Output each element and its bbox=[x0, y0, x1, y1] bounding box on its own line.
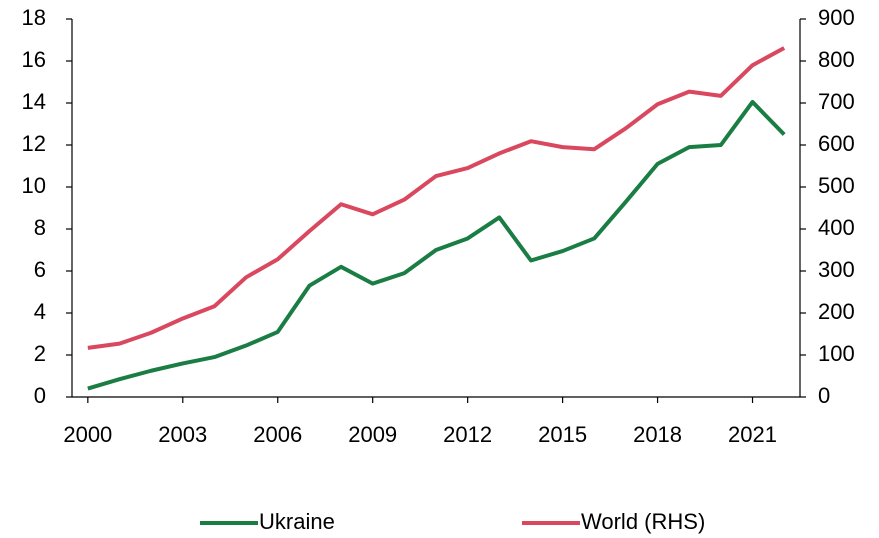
x-tick-label: 2006 bbox=[253, 422, 302, 447]
y-tick-label: 16 bbox=[22, 47, 46, 72]
y2-tick-label: 700 bbox=[818, 89, 855, 114]
y2-tick-label: 100 bbox=[818, 341, 855, 366]
y2-tick-label: 800 bbox=[818, 47, 855, 72]
x-tick-label: 2012 bbox=[443, 422, 492, 447]
y2-tick-label: 400 bbox=[818, 215, 855, 240]
x-tick-label: 2000 bbox=[63, 422, 112, 447]
y-tick-label: 6 bbox=[34, 257, 46, 282]
y-tick-label: 10 bbox=[22, 173, 46, 198]
x-tick-label: 2003 bbox=[158, 422, 207, 447]
y2-tick-label: 500 bbox=[818, 173, 855, 198]
y-tick-label: 12 bbox=[22, 131, 46, 156]
y-tick-label: 14 bbox=[22, 89, 46, 114]
y-tick-label: 4 bbox=[34, 299, 46, 324]
y-tick-label: 2 bbox=[34, 341, 46, 366]
series-line bbox=[87, 46, 786, 350]
x-tick-label: 2009 bbox=[348, 422, 397, 447]
y2-tick-label: 900 bbox=[818, 5, 855, 30]
x-tick-label: 2018 bbox=[633, 422, 682, 447]
y2-tick-label: 300 bbox=[818, 257, 855, 282]
legend-label: Ukraine bbox=[259, 509, 335, 534]
y2-tick-label: 0 bbox=[818, 383, 830, 408]
x-tick-label: 2015 bbox=[538, 422, 587, 447]
series-line bbox=[87, 99, 786, 391]
y-tick-label: 18 bbox=[22, 5, 46, 30]
y-tick-label: 8 bbox=[34, 215, 46, 240]
y-tick-label: 0 bbox=[34, 383, 46, 408]
x-tick-label: 2021 bbox=[728, 422, 777, 447]
y2-tick-label: 600 bbox=[818, 131, 855, 156]
y2-tick-label: 200 bbox=[818, 299, 855, 324]
legend-label: World (RHS) bbox=[581, 509, 705, 534]
